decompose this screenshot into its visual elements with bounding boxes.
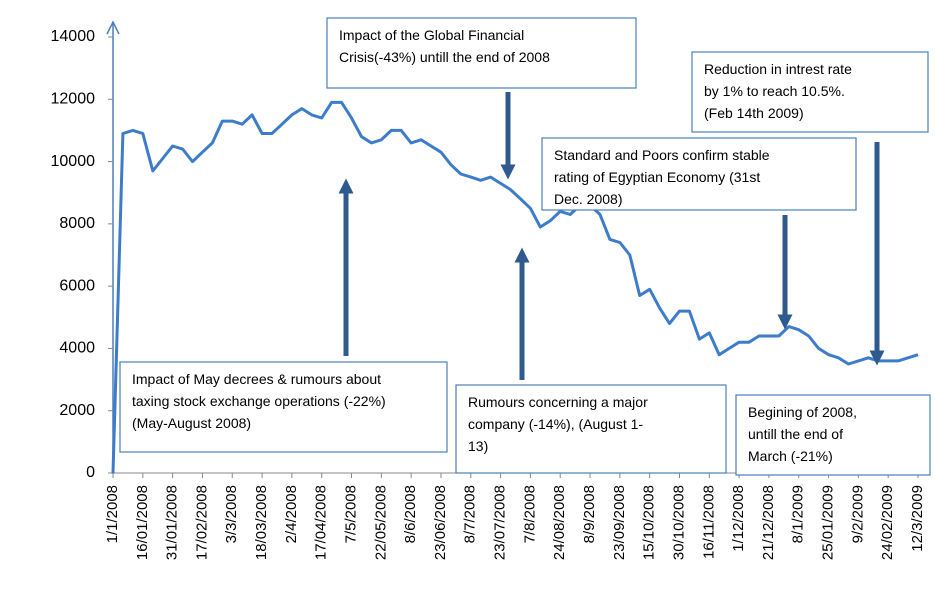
x-tick-label: 25/01/2009 <box>820 485 837 560</box>
y-tick-label: 14000 <box>51 28 96 45</box>
x-tick-label: 16/11/2008 <box>700 485 717 559</box>
annotation-text: Rumours concerning a major <box>468 394 648 410</box>
annotation-text: Impact of May decrees & rumours about <box>132 371 381 387</box>
x-tick-label: 23/06/2008 <box>432 485 449 560</box>
y-tick-label: 0 <box>86 464 95 481</box>
annotation-box <box>326 17 637 89</box>
annotation-box <box>119 361 448 453</box>
x-tick-label: 1/12/2008 <box>730 485 747 552</box>
annotation-text: by 1% to reach 10.5%. <box>704 83 845 99</box>
annotation-text: (May-August 2008) <box>132 415 251 431</box>
x-tick-label: 8/1/2009 <box>790 485 807 543</box>
y-tick-label: 4000 <box>59 340 95 357</box>
annotation-text: Begining of 2008, <box>748 404 857 420</box>
x-tick-label: 15/10/2008 <box>641 485 658 560</box>
annotation-text: company (-14%), (August 1- <box>468 416 643 432</box>
x-tick-label: 7/8/2008 <box>521 485 538 543</box>
x-tick-label: 24/02/2009 <box>879 485 896 560</box>
annotation-box <box>691 51 929 133</box>
x-tick-label: 23/07/2008 <box>492 485 509 560</box>
annotation-text: taxing stock exchange operations (-22%) <box>132 393 386 409</box>
x-tick-label: 24/08/2008 <box>551 485 568 560</box>
y-tick-label: 10000 <box>51 153 96 170</box>
x-tick-label: 21/12/2008 <box>760 485 777 560</box>
x-tick-label: 3/3/2008 <box>223 485 240 543</box>
annotation-text: 13) <box>468 438 488 454</box>
x-tick-label: 2/4/2008 <box>283 485 300 543</box>
annotation-text: untill the end of <box>748 426 843 442</box>
data-line <box>111 100 919 474</box>
x-tick-label: 31/01/2008 <box>164 485 181 560</box>
y-tick-label: 12000 <box>51 91 96 108</box>
x-tick-label: 18/03/2008 <box>253 485 270 560</box>
x-tick-label: 8/7/2008 <box>462 485 479 543</box>
annotation-box <box>735 394 931 476</box>
annotation-box <box>455 384 727 474</box>
x-tick-label: 30/10/2008 <box>670 485 687 560</box>
x-tick-label: 23/09/2008 <box>611 485 628 560</box>
y-tick-label: 8000 <box>59 215 95 232</box>
y-tick-label: 2000 <box>59 402 95 419</box>
annotation-text: Crisis(-43%) untill the end of 2008 <box>339 49 550 65</box>
annotation-text: Standard and Poors confirm stable <box>554 147 770 163</box>
x-tick-label: 16/01/2008 <box>134 485 151 560</box>
x-tick-label: 9/2/2009 <box>849 485 866 543</box>
annotation-text: Reduction in intrest rate <box>704 61 852 77</box>
x-tick-label: 17/02/2008 <box>193 485 210 560</box>
annotation-text: Dec. 2008) <box>554 191 622 207</box>
y-axis-arrow <box>106 20 120 35</box>
x-tick-label: 8/9/2008 <box>581 485 598 543</box>
annotation-text: Impact of the Global Financial <box>339 27 524 43</box>
x-tick-label: 1/1/2008 <box>104 485 121 543</box>
y-tick-label: 6000 <box>59 277 95 294</box>
annotation-text: March (-21%) <box>748 448 833 464</box>
x-tick-label: 8/6/2008 <box>402 485 419 543</box>
x-tick-label: 17/04/2008 <box>313 485 330 560</box>
annotation-text: (Feb 14th 2009) <box>704 105 804 121</box>
x-tick-label: 22/05/2008 <box>372 485 389 560</box>
x-tick-label: 7/5/2008 <box>342 485 359 543</box>
annotation-text: rating of Egyptian Economy (31st <box>554 169 760 185</box>
x-tick-label: 12/3/2009 <box>909 485 926 552</box>
annotation-box <box>541 137 857 211</box>
